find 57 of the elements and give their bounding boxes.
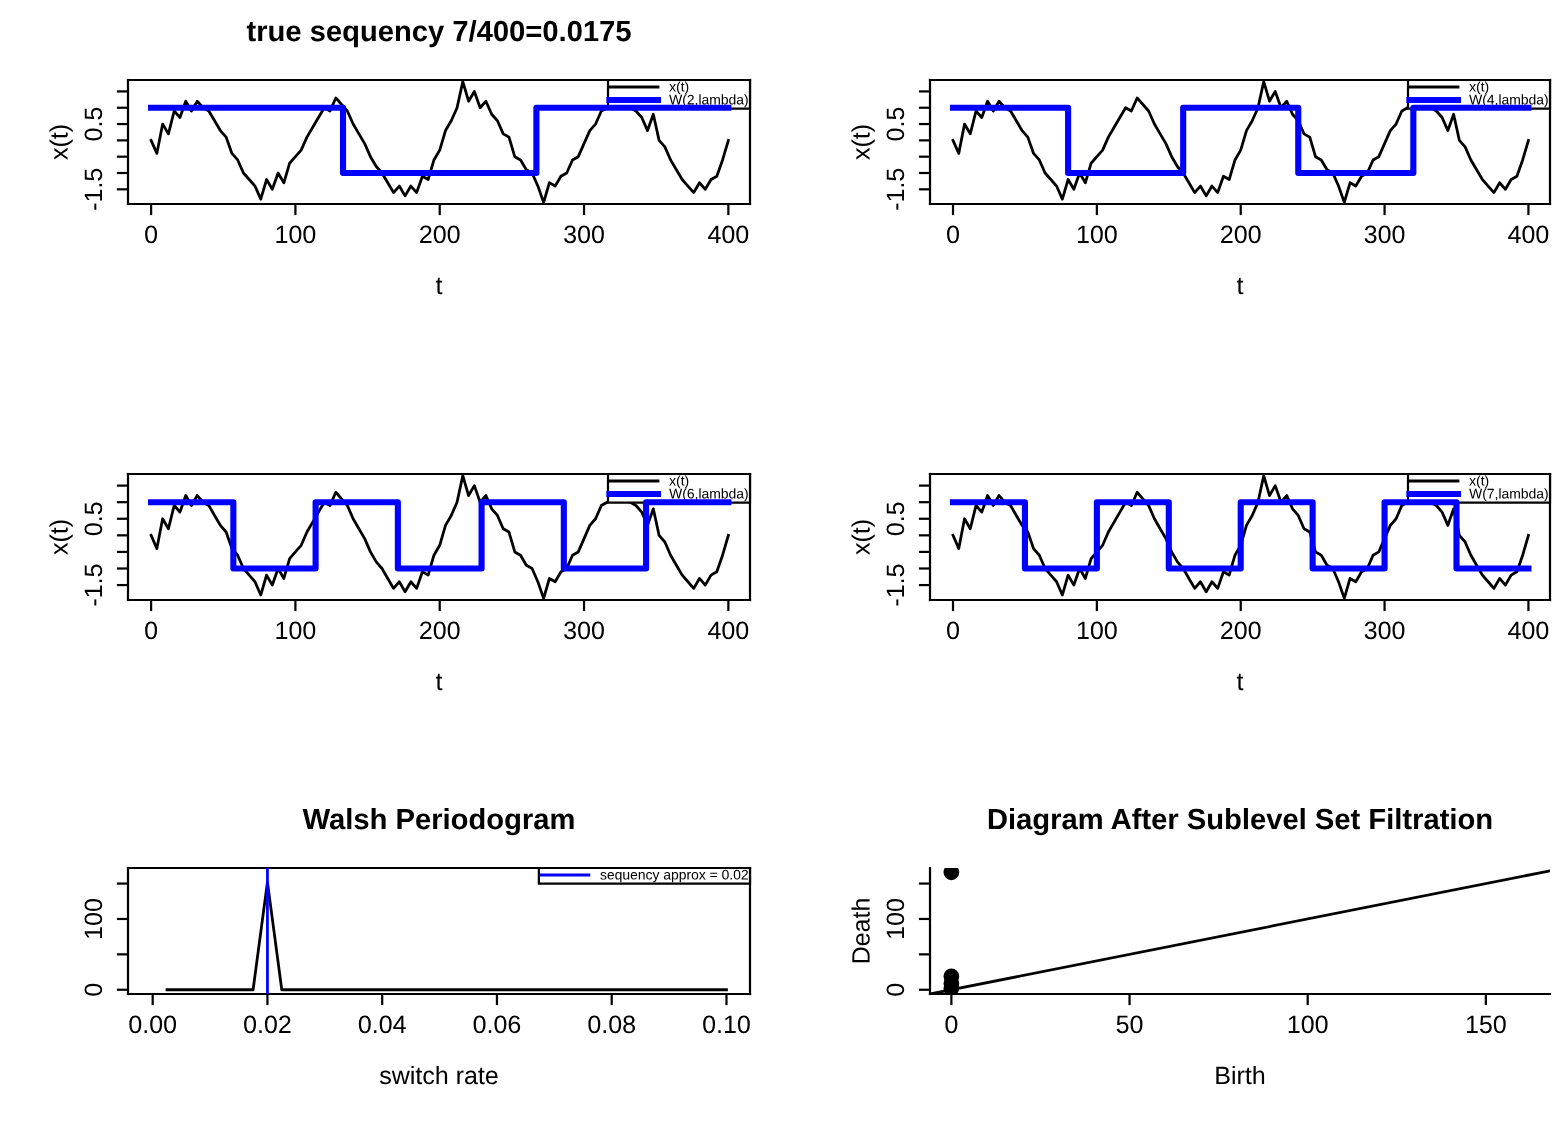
x-tick-label: 100: [1077, 621, 1117, 640]
x-tick-label: 100: [1077, 225, 1117, 244]
y-tick-label: 100: [84, 899, 103, 938]
y-tick-label: 0.5: [886, 502, 905, 536]
x-tick-label: 200: [1221, 225, 1261, 244]
x-tick-label: 400: [1508, 621, 1549, 640]
x-tick-label: 50: [1116, 1015, 1143, 1034]
y-tick-label: -1.5: [84, 564, 103, 606]
x-tick-label: 300: [1364, 621, 1405, 640]
x-tick-label: 0.06: [473, 1015, 521, 1034]
x-axis-title: t: [1236, 277, 1244, 295]
y-axis-title: Death: [851, 899, 870, 963]
chart-title: true sequency 7/400=0.0175: [246, 19, 631, 48]
x-tick-label: 400: [708, 621, 749, 640]
x-tick-label: 400: [1508, 225, 1549, 244]
y-tick-label: -1.5: [886, 168, 905, 210]
chart-title: Walsh Periodogram: [302, 807, 574, 836]
y-tick-label: -1.5: [84, 168, 103, 210]
x-tick-label: 0.04: [358, 1015, 406, 1034]
x-axis-title: t: [1236, 673, 1244, 691]
y-axis-title: x(t): [49, 520, 73, 555]
x-tick-label: 100: [1288, 1015, 1328, 1034]
x-tick-label: 0.02: [244, 1015, 291, 1034]
x-tick-label: 300: [564, 621, 604, 640]
x-tick-label: 100: [276, 621, 316, 640]
x-tick-label: 0: [145, 621, 158, 640]
x-tick-label: 400: [708, 225, 749, 244]
x-axis-title: switch rate: [379, 1065, 498, 1085]
x-tick-label: 0: [947, 621, 959, 640]
x-tick-label: 300: [564, 225, 604, 244]
x-tick-label: 0: [945, 1015, 958, 1034]
chart-title: Diagram After Sublevel Set Filtration: [988, 807, 1492, 836]
x-tick-label: 0: [947, 225, 959, 244]
x-tick-label: 0.08: [588, 1015, 635, 1034]
y-tick-label: -1.5: [886, 564, 905, 606]
y-tick-label: 0.5: [886, 107, 905, 141]
y-axis-title: x(t): [851, 125, 875, 160]
y-tick-label: 0: [886, 983, 905, 996]
x-axis-title: t: [435, 277, 443, 295]
x-axis-title: t: [435, 673, 443, 691]
x-tick-label: 0.00: [129, 1015, 177, 1034]
x-tick-label: 200: [420, 225, 460, 244]
x-tick-label: 200: [1221, 621, 1261, 640]
point: [943, 868, 960, 881]
y-tick-label: 0: [84, 983, 103, 996]
y-axis-title: x(t): [49, 125, 73, 160]
y-tick-label: 0.5: [84, 107, 103, 141]
x-tick-label: 150: [1466, 1015, 1506, 1034]
x-tick-label: 100: [276, 225, 316, 244]
y-tick-label: 0.5: [84, 502, 103, 536]
x-tick-label: 0.10: [703, 1015, 750, 1034]
y-axis-title: x(t): [851, 520, 875, 555]
x-tick-label: 0: [145, 225, 158, 244]
x-tick-label: 200: [420, 621, 460, 640]
x-tick-label: 300: [1364, 225, 1405, 244]
y-tick-label: 100: [886, 899, 905, 938]
x-axis-title: Birth: [1216, 1065, 1265, 1085]
